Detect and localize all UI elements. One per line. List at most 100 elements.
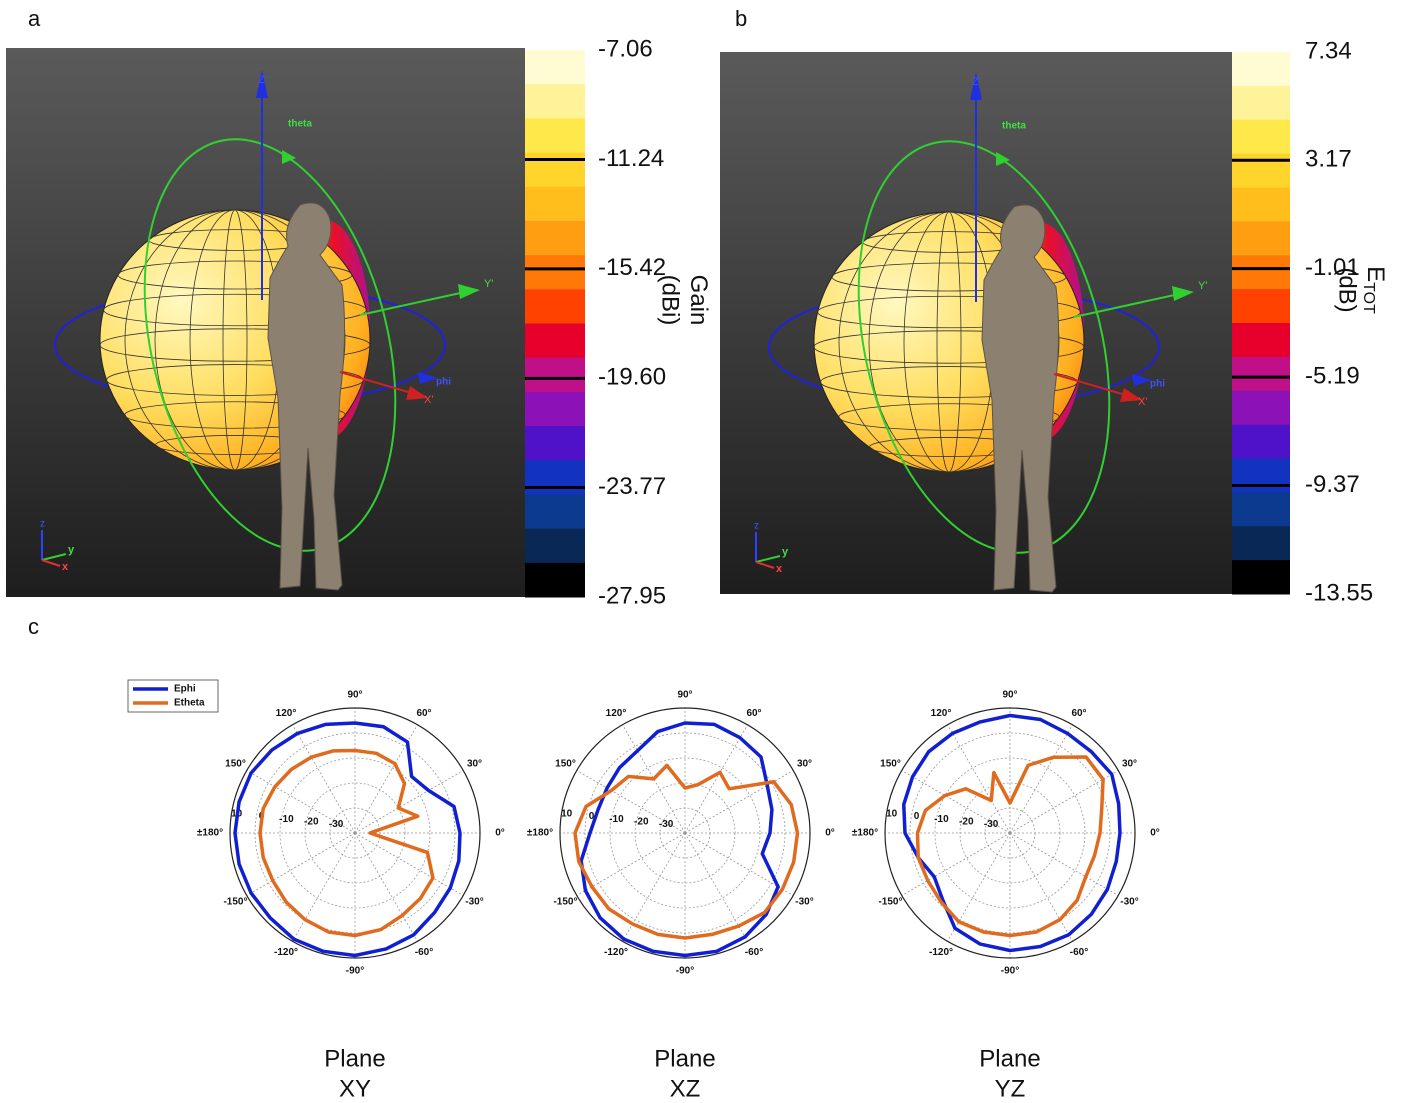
radial-tick-label: 0	[914, 811, 920, 822]
scene-label: Y'	[1198, 280, 1207, 292]
triad-label: z	[40, 519, 45, 530]
radial-tick-label: 0	[589, 811, 595, 822]
colorbar-band	[525, 391, 585, 427]
radial-grid-line	[559, 707, 811, 959]
radial-grid-line	[984, 807, 1036, 859]
scene-label: Z'	[972, 76, 981, 88]
chart-subtitle: XZ	[670, 1075, 701, 1102]
angular-tick-label: -90°	[1001, 966, 1019, 977]
angular-grid-line	[1009, 832, 1073, 942]
series-line	[579, 721, 780, 958]
angular-tick-label: -30°	[795, 897, 813, 908]
colorbar-tick-label: 7.34	[1305, 37, 1352, 64]
colorbar-tick-label: -23.77	[598, 473, 666, 500]
angular-tick-label: 0°	[1150, 828, 1160, 839]
colorbar-band	[525, 50, 585, 85]
radial-grid-line	[959, 782, 1061, 884]
angular-tick-label: -150°	[223, 897, 247, 908]
scene-label: theta	[288, 119, 312, 130]
colorbar-band	[1232, 492, 1290, 527]
colorbar-band	[525, 289, 585, 324]
mesh-parallel	[99, 328, 371, 362]
angular-tick-label: 90°	[347, 690, 362, 701]
legend-label: Ephi	[174, 684, 196, 695]
angular-tick-label: -30°	[1120, 897, 1138, 908]
scene-label: phi	[436, 377, 451, 388]
triad-x	[41, 559, 61, 567]
radial-tick-label: -20	[634, 816, 649, 827]
angular-tick-label: 60°	[746, 708, 761, 719]
angular-grid-line	[1009, 724, 1073, 834]
colorbar-tick-label: -13.55	[1305, 579, 1373, 606]
mesh-parallel	[838, 403, 1060, 431]
radial-grid-line	[329, 807, 381, 859]
colorbar-title: ETOT(dB)	[1334, 266, 1389, 314]
angular-grid-line	[576, 770, 686, 834]
colorbar-tick-label: 3.17	[1305, 146, 1352, 173]
colorbar-tick-label: -11.24	[598, 145, 664, 172]
angular-tick-label: -120°	[929, 947, 953, 958]
colorbar-band	[525, 220, 585, 256]
colorbar-band	[525, 562, 585, 598]
colorbar-band	[525, 460, 585, 495]
mesh-parallel	[820, 366, 1078, 398]
mesh-meridian	[936, 211, 962, 473]
colorbar-unit: (dB)	[1334, 267, 1361, 312]
chart-subtitle: XY	[339, 1075, 371, 1102]
angular-tick-label: 120°	[606, 708, 627, 719]
colorbar-band	[525, 528, 585, 564]
colorbar-title: Gain(dBi)	[657, 275, 712, 326]
angular-tick-label: -60°	[1070, 947, 1088, 958]
angular-grid-line	[292, 832, 356, 942]
colorbar-band	[525, 84, 585, 119]
angular-grid-line	[1009, 770, 1119, 834]
triad-label: z	[754, 521, 759, 532]
radial-tick-label: -30	[984, 819, 999, 830]
colorbar-band	[525, 118, 585, 154]
colorbar-band	[1232, 390, 1290, 426]
colorbar-band	[1232, 85, 1290, 121]
colorbar-tick-label: -5.19	[1305, 362, 1360, 389]
theta-arrow	[282, 150, 296, 164]
human-model	[981, 204, 1060, 593]
colorbar-band	[1232, 221, 1290, 256]
radial-tick-label: 10	[886, 809, 898, 820]
scene-label: X'	[424, 394, 433, 406]
panel-label: c	[28, 614, 39, 639]
radial-tick-label: -20	[304, 816, 319, 827]
colorbar-band	[525, 494, 585, 530]
angular-tick-label: 150°	[225, 759, 246, 770]
mesh-parallel	[813, 330, 1085, 364]
angular-tick-label: 90°	[1002, 690, 1017, 701]
angular-tick-label: 120°	[276, 708, 297, 719]
chart-subtitle: YZ	[995, 1075, 1026, 1102]
phi-arrow	[418, 372, 438, 384]
colorbar-band	[1232, 289, 1290, 324]
y-axis	[1073, 293, 1180, 318]
mesh-parallel	[117, 260, 353, 290]
mesh-parallel	[124, 401, 346, 429]
chart-title: Plane	[979, 1045, 1040, 1072]
angular-grid-line	[246, 770, 356, 834]
scene-label: theta	[1002, 121, 1026, 132]
angular-tick-label: -150°	[553, 897, 577, 908]
triad-label: x	[62, 561, 69, 573]
chart-title: Plane	[654, 1045, 715, 1072]
theta-arrow	[996, 152, 1010, 166]
angular-tick-label: -90°	[676, 966, 694, 977]
colorbar-tick-label: -1.01	[1305, 254, 1360, 281]
colorbar-band	[525, 426, 585, 461]
colorbar-band	[1232, 255, 1290, 290]
scene-label: Y'	[484, 278, 493, 290]
mesh-meridian	[222, 209, 248, 471]
series-line	[258, 748, 435, 938]
x-arrow	[1120, 388, 1142, 402]
triad-x	[755, 561, 775, 569]
angular-grid-line	[292, 724, 356, 834]
x-arrow	[406, 386, 428, 400]
angular-grid-line	[354, 770, 464, 834]
triad-y	[755, 555, 781, 563]
phi-arrow	[1132, 374, 1152, 386]
angular-grid-line	[901, 832, 1011, 896]
